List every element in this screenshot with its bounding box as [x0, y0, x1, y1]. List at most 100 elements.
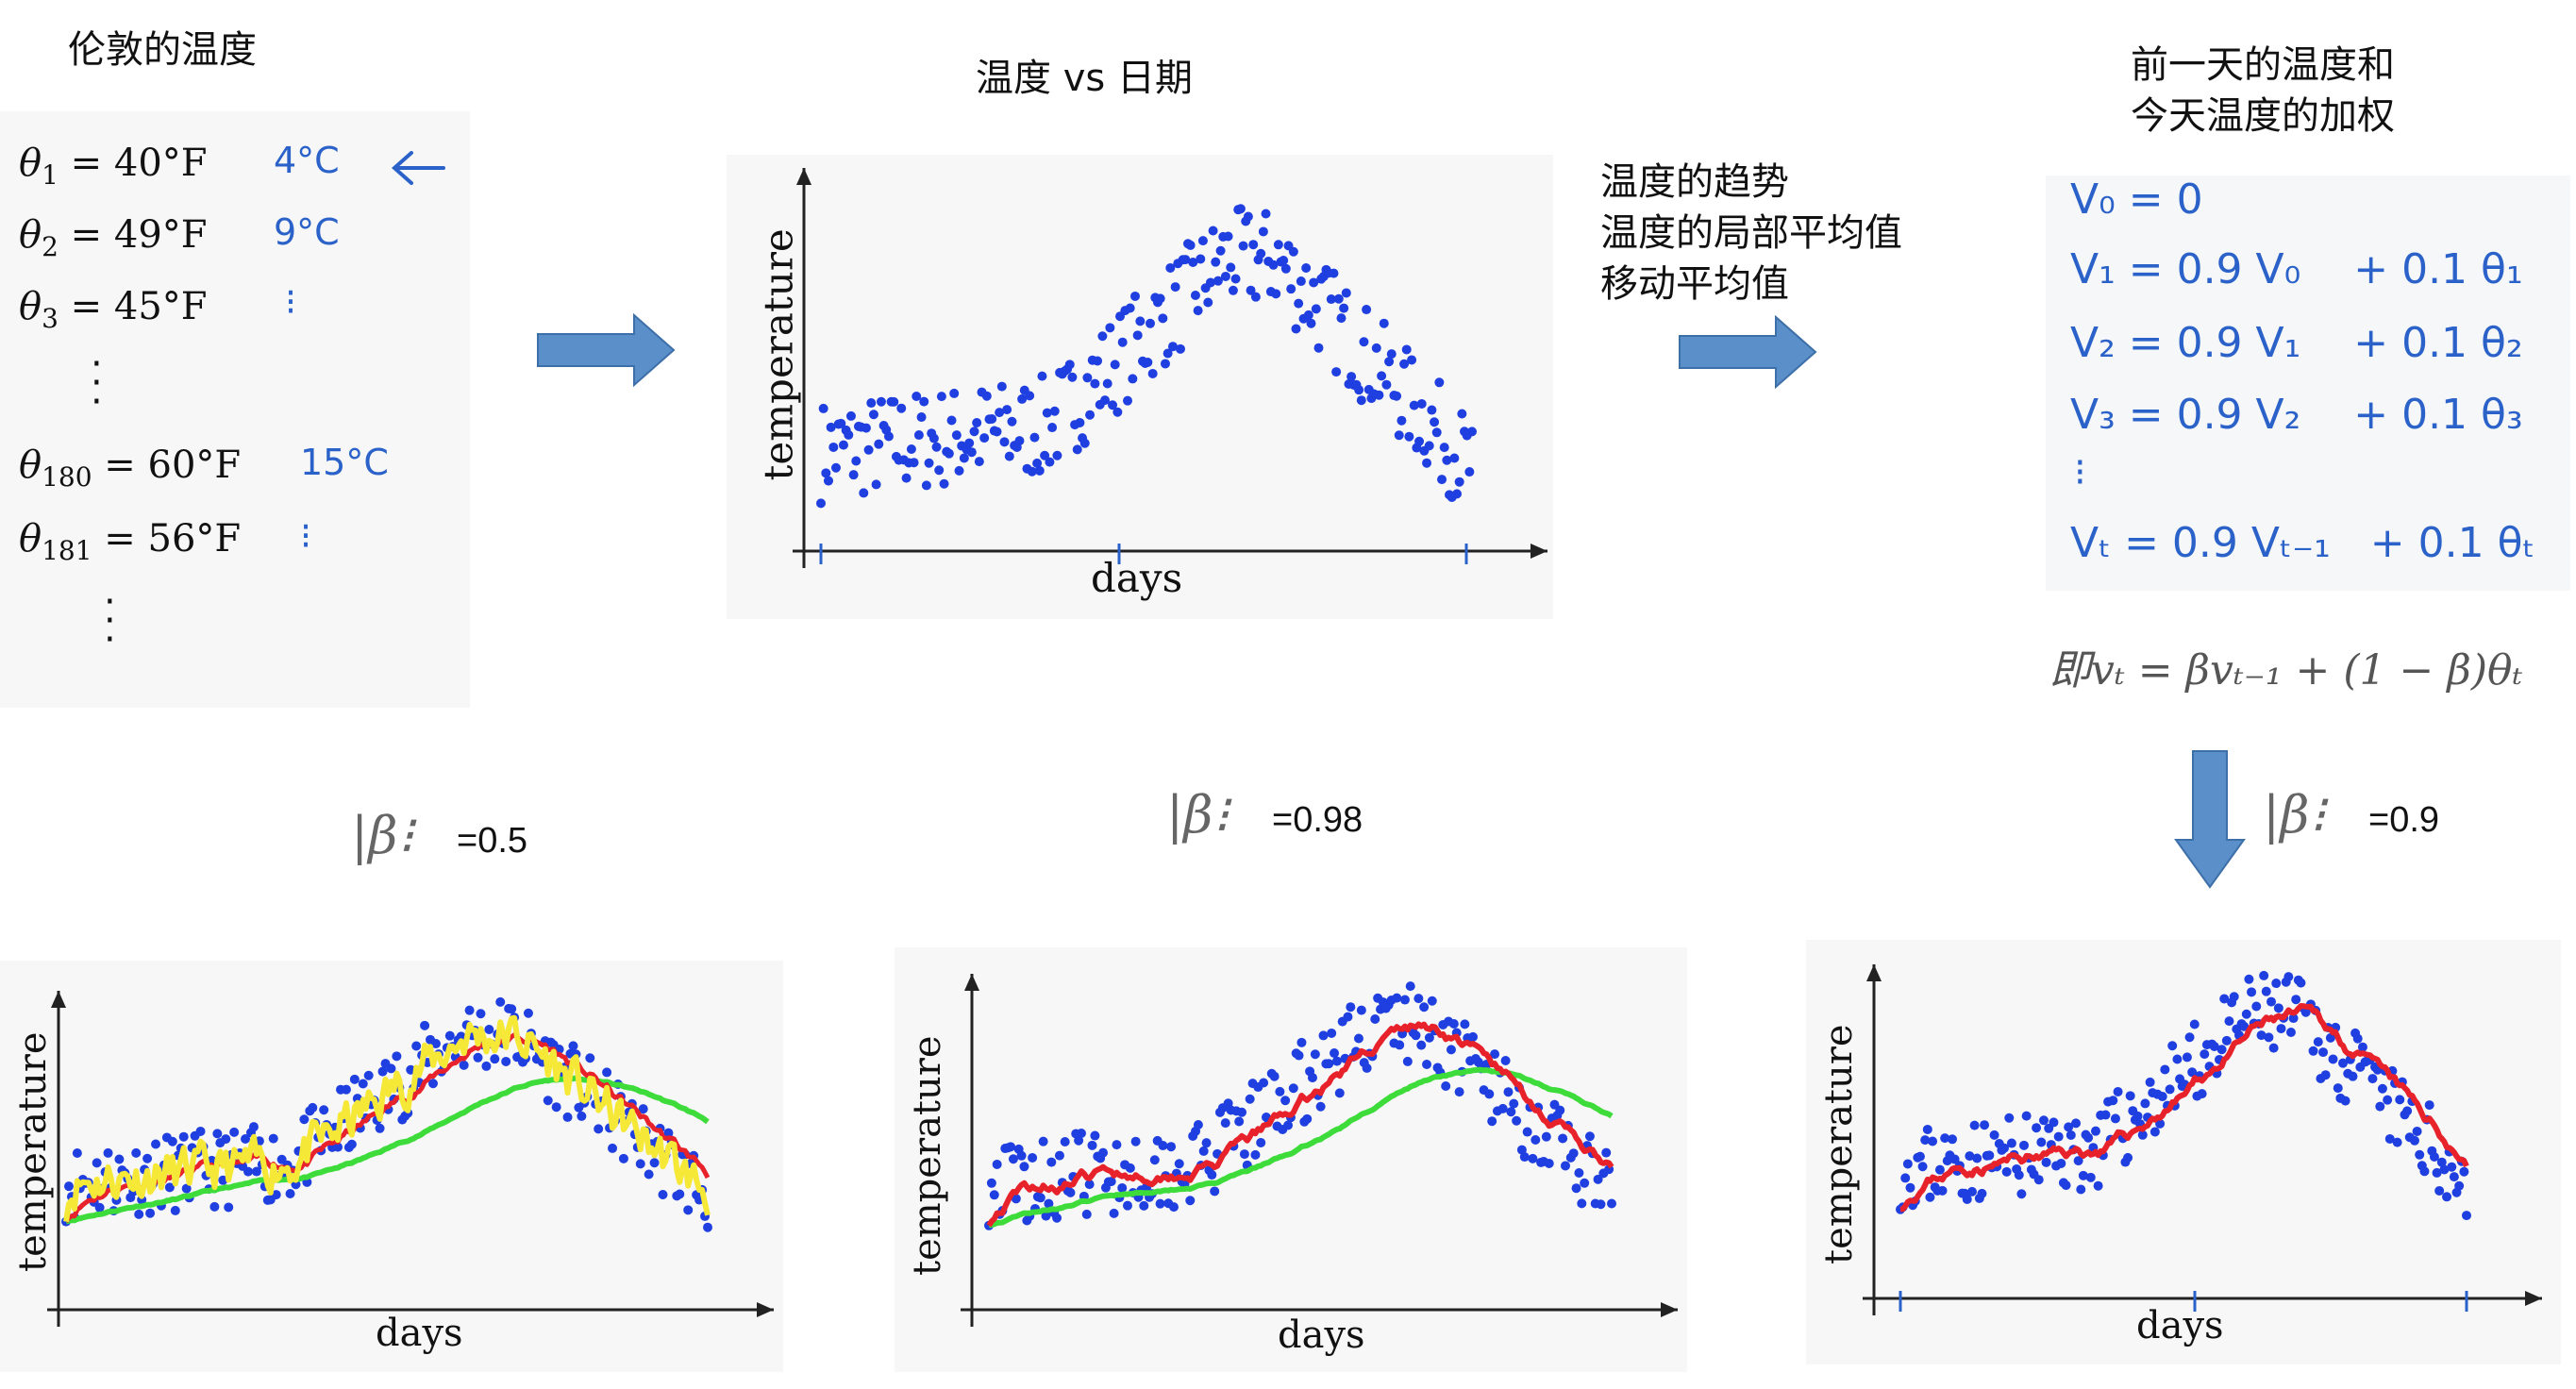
data-point	[703, 1222, 712, 1232]
data-point	[1384, 357, 1395, 367]
data-point	[1490, 1049, 1500, 1060]
data-point	[1427, 996, 1437, 1006]
data-point	[1315, 1101, 1326, 1112]
data-point	[1395, 1040, 1405, 1050]
data-point	[954, 465, 964, 476]
data-point	[1064, 360, 1075, 370]
data-point	[1497, 1103, 1508, 1113]
data-point	[608, 1143, 618, 1153]
data-point	[1237, 1107, 1247, 1117]
data-point	[838, 440, 848, 450]
down-arrow	[2174, 750, 2246, 889]
data-point	[1155, 1198, 1165, 1209]
scatter-chart	[793, 168, 1547, 568]
data-point	[2216, 1045, 2227, 1055]
data-point	[1245, 1094, 1255, 1104]
data-point	[866, 398, 877, 409]
data-point	[1407, 355, 1417, 365]
data-point	[1079, 438, 1090, 448]
data-point	[1509, 1098, 1519, 1109]
data-point	[1371, 343, 1381, 353]
y-axis-arrow	[1866, 964, 1882, 981]
data-point	[1999, 1143, 2010, 1153]
data-point	[2172, 1054, 2183, 1064]
data-point	[1920, 1135, 1931, 1146]
data-point	[1296, 276, 1306, 287]
data-point	[1409, 400, 1419, 410]
data-point	[2267, 996, 2277, 1007]
data-point	[1309, 277, 1319, 288]
data-point	[151, 1139, 161, 1149]
data-point	[2367, 1074, 2378, 1084]
data-point	[1112, 1140, 1122, 1150]
data-point	[909, 458, 919, 468]
data-point	[1402, 1056, 1413, 1066]
data-point	[2145, 1077, 2155, 1087]
data-point	[585, 1053, 595, 1063]
data-point	[1110, 360, 1120, 370]
weighted-title-line1: 前一天的温度和	[2131, 43, 2395, 87]
data-point	[1197, 236, 1208, 246]
data-point	[1006, 1142, 1016, 1152]
data-point	[1170, 282, 1180, 293]
data-point	[1359, 337, 1369, 347]
data-point	[896, 403, 907, 413]
hand-line-v2: V₂ = 0.9 V₁ + 0.1 θ₂	[2070, 319, 2523, 367]
data-point	[1052, 1213, 1062, 1223]
data-point	[271, 1190, 281, 1200]
data-point	[2436, 1157, 2447, 1167]
data-point	[2449, 1172, 2459, 1182]
data-point	[851, 456, 861, 466]
data-point	[1210, 1186, 1220, 1197]
data-point	[218, 1175, 228, 1185]
data-point	[1303, 310, 1313, 320]
data-point	[1097, 331, 1108, 342]
data-point	[1076, 1128, 1086, 1138]
data-point	[921, 480, 931, 491]
data-point	[1149, 1155, 1160, 1165]
data-point	[1288, 246, 1298, 257]
data-point	[2125, 1091, 2135, 1101]
data-point	[964, 438, 975, 448]
data-point	[224, 1202, 234, 1213]
data-point	[1226, 262, 1236, 273]
data-point	[2083, 1132, 2094, 1143]
data-point	[1568, 1148, 1579, 1159]
data-point	[1008, 1154, 1018, 1164]
data-point	[142, 1153, 153, 1163]
celsius-note-2: 9°C	[274, 211, 340, 253]
data-point	[464, 1005, 475, 1015]
theta-row-180: θ180 = 60°F	[19, 443, 242, 493]
data-point	[2165, 1084, 2175, 1095]
data-point	[969, 427, 979, 437]
data-point	[1041, 1211, 1051, 1221]
data-point	[1283, 1120, 1294, 1130]
data-point	[816, 498, 826, 509]
data-point	[1259, 1078, 1269, 1088]
data-point	[1223, 231, 1233, 242]
data-point	[2395, 1095, 2405, 1105]
chart-beta-0.5: days temperature	[0, 961, 783, 1372]
data-point	[2021, 1111, 2032, 1121]
data-point	[1934, 1164, 1945, 1175]
data-point	[2182, 1052, 2192, 1063]
data-point	[1905, 1182, 1915, 1193]
y-axis-arrow	[964, 974, 979, 991]
data-point	[1442, 455, 1452, 465]
data-point	[683, 1205, 694, 1215]
right-arrow-2	[1679, 315, 1817, 389]
data-point	[2133, 1111, 2143, 1121]
data-point	[1541, 1131, 1551, 1142]
data-point	[1037, 371, 1047, 381]
data-point	[1925, 1192, 1935, 1202]
data-point	[618, 1153, 628, 1163]
data-point	[92, 1158, 102, 1168]
chart3-xlabel: days	[2136, 1304, 2224, 1347]
data-point	[1512, 1115, 1522, 1126]
data-point	[1928, 1136, 1938, 1146]
data-point	[2061, 1180, 2071, 1191]
data-point	[1250, 1149, 1261, 1160]
x-axis-arrow	[1661, 1302, 1678, 1317]
data-point	[2424, 1100, 2434, 1111]
data-point	[934, 465, 945, 476]
